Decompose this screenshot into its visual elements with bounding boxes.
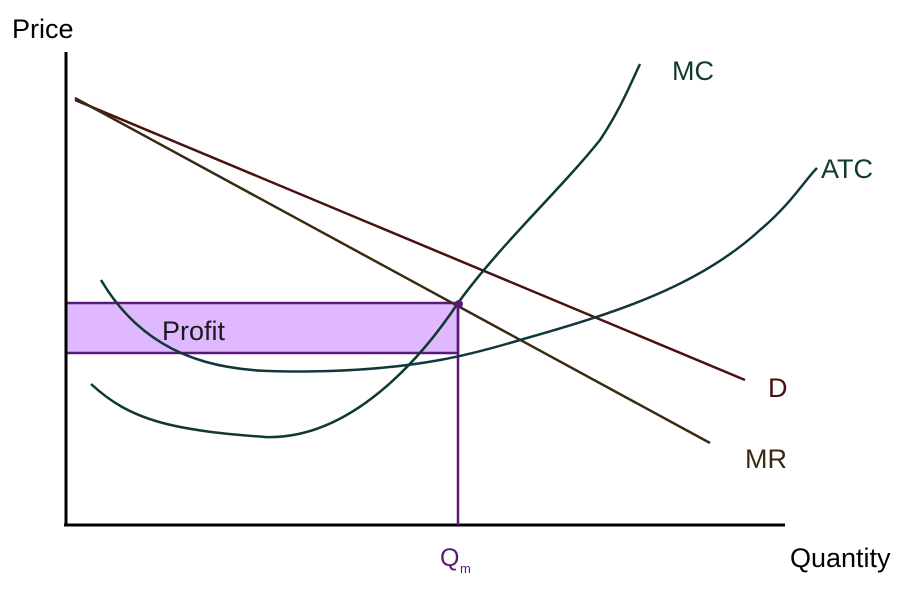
mr-curve: [74, 96, 711, 445]
mc-label: MC: [672, 56, 714, 86]
demand-label: D: [768, 373, 788, 403]
profit-rectangle: [64, 301, 460, 355]
mc-curve: [90, 63, 642, 439]
x-axis-label: Quantity: [790, 543, 891, 573]
qm-subscript: m: [460, 561, 471, 576]
profit-label: Profit: [162, 316, 226, 346]
demand-curve: [74, 98, 746, 382]
atc-curve: [99, 167, 818, 373]
atc-label: ATC: [821, 154, 873, 184]
mc-mr-intersection-point: [455, 300, 463, 308]
y-axis-label: Price: [12, 14, 74, 44]
mr-label: MR: [745, 444, 787, 474]
qm-label: Q: [440, 544, 459, 572]
